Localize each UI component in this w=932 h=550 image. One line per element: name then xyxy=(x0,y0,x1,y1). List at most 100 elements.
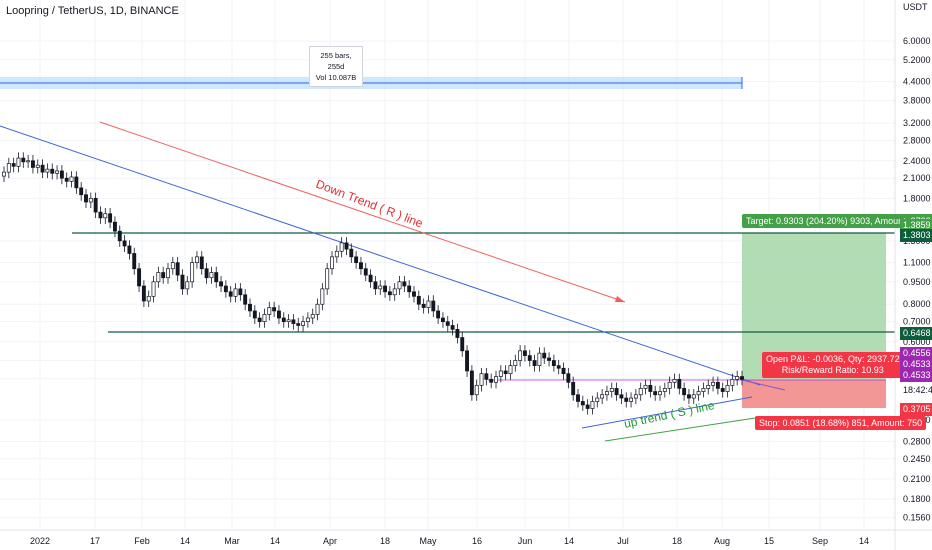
candle xyxy=(551,354,556,372)
candle xyxy=(609,382,614,398)
candle xyxy=(619,389,624,405)
candle xyxy=(190,256,195,288)
x-tick-label: Jun xyxy=(518,536,533,546)
candle xyxy=(595,392,600,408)
y-tick-label: 0.2100 xyxy=(903,474,931,484)
candle xyxy=(161,266,166,284)
candle xyxy=(281,312,286,328)
candle xyxy=(662,382,667,398)
candle xyxy=(219,276,224,292)
candle xyxy=(2,166,6,183)
candle xyxy=(383,280,388,298)
candle xyxy=(276,305,281,325)
candle xyxy=(228,286,233,303)
y-tick-label: 1.8000 xyxy=(903,193,931,203)
candle xyxy=(175,256,180,282)
candle xyxy=(522,345,527,362)
candle xyxy=(648,379,653,398)
candle xyxy=(98,206,103,224)
candle xyxy=(296,317,301,332)
x-tick-label: 17 xyxy=(90,536,100,546)
candle xyxy=(576,389,580,408)
y-tick-label: 4.4000 xyxy=(903,77,931,87)
y-tick-label: 5.2000 xyxy=(903,55,931,65)
candle xyxy=(479,367,484,392)
candle xyxy=(146,290,151,308)
x-tick-label: 14 xyxy=(270,536,280,546)
candle xyxy=(691,389,696,405)
x-tick-label: 14 xyxy=(564,536,574,546)
candle xyxy=(214,266,219,288)
candle xyxy=(35,159,40,174)
candle xyxy=(740,370,744,386)
candle xyxy=(527,349,532,367)
candle xyxy=(248,298,252,317)
candle xyxy=(561,362,566,380)
candle xyxy=(40,159,45,179)
candle xyxy=(310,308,315,325)
candle xyxy=(238,283,243,301)
candle xyxy=(141,280,146,308)
candle xyxy=(112,216,117,238)
candle xyxy=(74,171,79,194)
candle xyxy=(122,235,127,252)
blue-downtrend-line xyxy=(0,125,761,386)
x-tick-label: Aug xyxy=(714,536,730,546)
candle xyxy=(209,266,214,284)
candle xyxy=(658,385,662,401)
down-trend-label: Down Trend ( R ) line xyxy=(314,177,425,231)
blue-uptrend-line xyxy=(581,396,753,429)
x-axis[interactable]: 2022 17 Feb 14 Mar 14 Apr 18 May 16 Jun 14 Jul 18 Aug 1… xyxy=(30,536,869,546)
candle xyxy=(339,237,344,258)
candle xyxy=(600,389,605,405)
candle xyxy=(682,382,687,401)
candle xyxy=(257,312,262,328)
candle xyxy=(412,286,416,303)
candle xyxy=(653,385,658,401)
y-tick-label: 0.2800 xyxy=(903,436,931,446)
candle xyxy=(6,157,11,179)
x-tick-label: Mar xyxy=(224,536,240,546)
countdown-label: 18:42:47 xyxy=(903,385,932,395)
x-tick-label: 15 xyxy=(764,536,774,546)
candle xyxy=(614,382,619,401)
candle xyxy=(686,389,691,405)
candle xyxy=(59,165,64,185)
x-tick-label: 16 xyxy=(472,536,482,546)
candle xyxy=(204,262,209,284)
price-tag-resistance: 1.3803 xyxy=(900,229,932,242)
y-tick-label: 2.4000 xyxy=(903,156,931,166)
candle xyxy=(701,382,706,398)
candle xyxy=(643,379,648,395)
candle xyxy=(633,389,638,405)
candles-group xyxy=(2,152,744,415)
candle xyxy=(455,323,460,344)
candle xyxy=(84,188,88,209)
candle xyxy=(580,395,585,411)
candle xyxy=(604,385,609,401)
y-tick-label: 0.1800 xyxy=(903,494,931,504)
y-tick-label: 0.2450 xyxy=(903,454,931,464)
candle xyxy=(223,280,228,298)
candle xyxy=(93,192,98,219)
candle xyxy=(416,290,421,311)
candle xyxy=(725,379,730,398)
candle xyxy=(730,373,735,392)
candle xyxy=(532,354,537,372)
y-tick-label: 6.0000 xyxy=(903,36,931,46)
candle xyxy=(720,382,725,398)
y-axis[interactable]: 6.0000 5.2000 4.4000 3.8000 3.2000 2.8000 2.40… xyxy=(903,36,931,523)
candle xyxy=(55,165,60,180)
candle xyxy=(494,370,498,389)
candle xyxy=(421,298,426,314)
candle xyxy=(696,385,701,401)
candle xyxy=(151,276,156,303)
candle xyxy=(305,312,310,328)
candle xyxy=(556,359,561,375)
y-tick-label: 1.1000 xyxy=(903,258,931,268)
candle xyxy=(392,283,397,301)
candle xyxy=(638,382,643,401)
candle xyxy=(166,262,170,284)
candle xyxy=(137,262,142,292)
